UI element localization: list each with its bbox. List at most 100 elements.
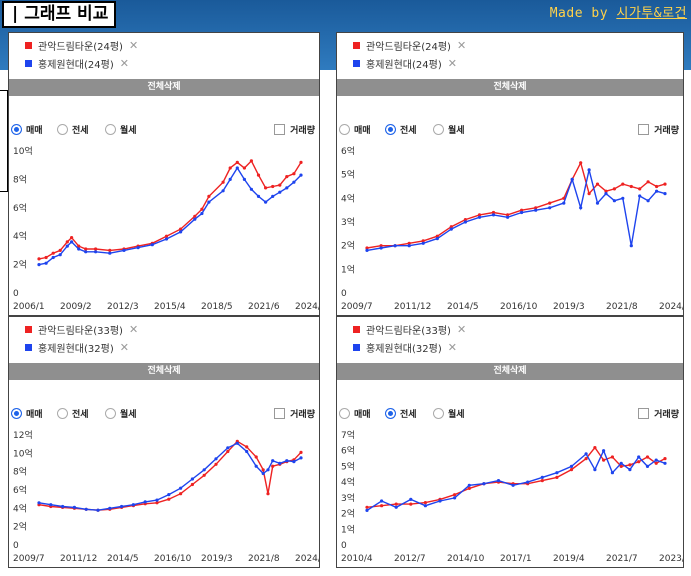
data-point bbox=[610, 471, 614, 475]
data-point bbox=[520, 208, 524, 212]
data-point bbox=[463, 218, 467, 222]
volume-checkbox-box[interactable] bbox=[638, 124, 650, 135]
remove-icon[interactable]: ✕ bbox=[447, 57, 457, 70]
legend-swatch bbox=[25, 326, 32, 333]
radio-jeonse-indicator[interactable] bbox=[385, 124, 396, 135]
x-tick-label: 2010/4 bbox=[341, 554, 373, 564]
radio-jeonse-label: 전세 bbox=[72, 410, 89, 420]
data-point bbox=[179, 492, 183, 496]
radio-monthly-label: 월세 bbox=[120, 410, 137, 420]
remove-icon[interactable]: ✕ bbox=[456, 323, 467, 336]
data-point bbox=[285, 175, 289, 179]
volume-checkbox-box[interactable] bbox=[274, 408, 286, 419]
legend-swatch bbox=[353, 344, 360, 351]
y-tick-label: 4억 bbox=[13, 230, 27, 242]
clear-all-button[interactable]: 전체삭제 bbox=[337, 363, 683, 380]
data-point bbox=[449, 225, 453, 229]
side-tab bbox=[0, 90, 8, 192]
radio-monthly-indicator[interactable] bbox=[433, 124, 444, 135]
remove-icon[interactable]: ✕ bbox=[128, 39, 139, 52]
data-point bbox=[37, 263, 41, 267]
data-point bbox=[84, 250, 88, 254]
radio-jeonse-indicator[interactable] bbox=[57, 124, 68, 135]
radio-sale[interactable]: 매매 bbox=[11, 123, 43, 136]
data-point bbox=[58, 248, 62, 252]
clear-all-button[interactable]: 전체삭제 bbox=[9, 79, 319, 96]
y-tick-label: 6억 bbox=[341, 145, 355, 157]
volume-checkbox[interactable]: 거래량 bbox=[274, 123, 315, 136]
radio-monthly-indicator[interactable] bbox=[433, 408, 444, 419]
radio-sale-indicator[interactable] bbox=[11, 124, 22, 135]
radio-monthly[interactable]: 월세 bbox=[105, 123, 137, 136]
radio-monthly[interactable]: 월세 bbox=[433, 407, 465, 420]
data-point bbox=[612, 199, 616, 203]
radio-sale-label: 매매 bbox=[26, 126, 43, 136]
radio-sale-indicator[interactable] bbox=[339, 124, 350, 135]
volume-checkbox[interactable]: 거래량 bbox=[638, 407, 679, 420]
x-tick-label: 2009/7 bbox=[341, 302, 373, 312]
series-line-2 bbox=[366, 448, 666, 511]
x-tick-label: 2011/12 bbox=[60, 554, 97, 564]
remove-icon[interactable]: ✕ bbox=[119, 341, 129, 354]
data-point bbox=[299, 450, 303, 454]
volume-checkbox-box[interactable] bbox=[274, 124, 286, 135]
remove-icon[interactable]: ✕ bbox=[456, 39, 467, 52]
data-point bbox=[254, 464, 258, 468]
legend-swatch bbox=[25, 344, 32, 351]
data-point bbox=[602, 449, 606, 453]
x-tick-label: 2006/1 bbox=[13, 302, 45, 312]
radio-monthly-label: 월세 bbox=[448, 410, 465, 420]
y-tick-label: 10억 bbox=[13, 447, 33, 459]
radio-sale[interactable]: 매매 bbox=[11, 407, 43, 420]
radio-jeonse[interactable]: 전세 bbox=[57, 123, 89, 136]
radio-sale[interactable]: 매매 bbox=[339, 407, 371, 420]
y-tick-label: 4억 bbox=[341, 192, 355, 204]
data-point bbox=[655, 189, 659, 193]
y-tick-label: 8억 bbox=[13, 466, 27, 478]
radio-jeonse[interactable]: 전세 bbox=[385, 407, 417, 420]
trade-type-options: 매매 전세 월세 거래량 bbox=[337, 407, 683, 421]
data-point bbox=[214, 457, 218, 461]
remove-icon[interactable]: ✕ bbox=[119, 57, 129, 70]
radio-jeonse[interactable]: 전세 bbox=[385, 123, 417, 136]
radio-jeonse-indicator[interactable] bbox=[57, 408, 68, 419]
radio-jeonse[interactable]: 전세 bbox=[57, 407, 89, 420]
remove-icon[interactable]: ✕ bbox=[128, 323, 139, 336]
y-tick-label: 6억 bbox=[13, 484, 27, 496]
data-point bbox=[409, 502, 413, 506]
legend-item: 관악드림타운(24평) ✕ bbox=[25, 38, 138, 53]
data-point bbox=[264, 200, 268, 204]
data-point bbox=[299, 456, 303, 460]
volume-checkbox-label: 거래량 bbox=[290, 410, 315, 420]
legend-swatch bbox=[353, 326, 360, 333]
page-title-text: 그래프 비교 bbox=[24, 4, 109, 24]
clear-all-button[interactable]: 전체삭제 bbox=[9, 363, 319, 380]
data-point bbox=[435, 234, 439, 238]
radio-monthly-indicator[interactable] bbox=[105, 408, 116, 419]
data-point bbox=[610, 455, 614, 459]
radio-monthly[interactable]: 월세 bbox=[105, 407, 137, 420]
legend-label: 관악드림타운(33평) bbox=[366, 326, 451, 337]
radio-sale[interactable]: 매매 bbox=[339, 123, 371, 136]
data-point bbox=[292, 180, 296, 184]
radio-jeonse-indicator[interactable] bbox=[385, 408, 396, 419]
remove-icon[interactable]: ✕ bbox=[447, 341, 457, 354]
radio-sale-indicator[interactable] bbox=[11, 408, 22, 419]
data-point bbox=[44, 261, 48, 265]
x-tick-label: 2024/1 bbox=[659, 302, 683, 312]
clear-all-button[interactable]: 전체삭제 bbox=[337, 79, 683, 96]
data-point bbox=[179, 230, 183, 234]
volume-checkbox[interactable]: 거래량 bbox=[274, 407, 315, 420]
data-point bbox=[593, 446, 597, 450]
data-point bbox=[266, 468, 270, 472]
radio-monthly-indicator[interactable] bbox=[105, 124, 116, 135]
volume-checkbox-box[interactable] bbox=[638, 408, 650, 419]
legend-label: 홍제원현대(24평) bbox=[366, 60, 442, 71]
radio-sale-indicator[interactable] bbox=[339, 408, 350, 419]
radio-monthly[interactable]: 월세 bbox=[433, 123, 465, 136]
y-tick-label: 2억 bbox=[341, 508, 355, 520]
volume-checkbox[interactable]: 거래량 bbox=[638, 123, 679, 136]
made-by-author-link[interactable]: 시가투&로건 bbox=[616, 6, 687, 21]
x-tick-label: 2015/4 bbox=[154, 302, 186, 312]
y-tick-label: 5억 bbox=[341, 460, 355, 472]
